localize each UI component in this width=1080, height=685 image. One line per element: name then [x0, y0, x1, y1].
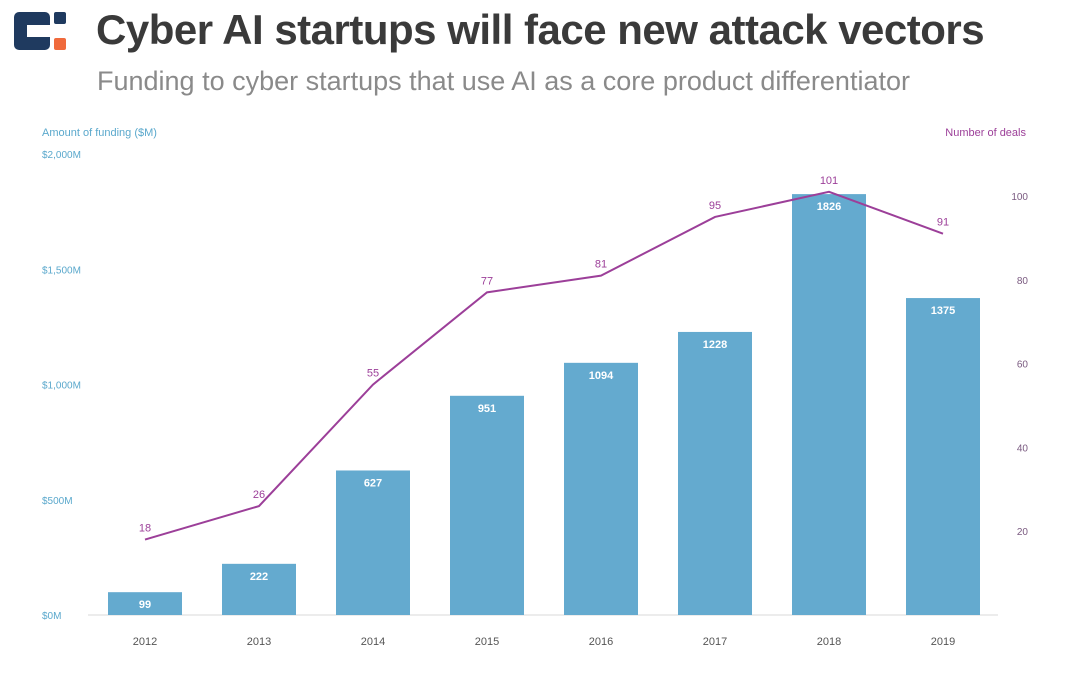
funding-bar-label: 951	[478, 403, 496, 415]
x-axis-tick-label: 2019	[931, 636, 955, 648]
funding-bar	[108, 592, 182, 615]
left-axis-title: Amount of funding ($M)	[42, 127, 157, 139]
deals-point-label: 26	[253, 489, 265, 501]
left-axis-tick-label: $1,000M	[42, 381, 81, 392]
brand-logo-icon	[14, 12, 66, 50]
funding-bar	[792, 194, 866, 615]
funding-bar-label: 1228	[703, 339, 727, 351]
right-axis-tick-label: 100	[1011, 192, 1028, 203]
funding-bar-label: 1375	[931, 305, 955, 317]
left-axis-ticks: $0M $500M $1,000M $1,500M $2,000M	[42, 150, 81, 622]
funding-bar	[336, 470, 410, 615]
deals-point-label: 91	[937, 217, 949, 229]
deals-point-label: 81	[595, 259, 607, 271]
funding-bars	[108, 194, 980, 615]
x-axis-ticks: 2012 2013 2014 2015 2016 2017 2018 2019	[133, 636, 955, 648]
right-axis-tick-label: 40	[1017, 443, 1029, 454]
right-axis-ticks: 20 40 60 80 100	[1011, 192, 1028, 538]
funding-bar-label: 1094	[589, 370, 614, 382]
deals-point-label: 95	[709, 200, 721, 212]
deals-point-label: 101	[820, 175, 838, 187]
x-axis-tick-label: 2018	[817, 636, 841, 648]
right-axis-tick-label: 60	[1017, 360, 1029, 371]
logo-accent-orange	[54, 38, 66, 50]
left-axis-tick-label: $0M	[42, 611, 61, 622]
header: Cyber AI startups will face new attack v…	[0, 0, 1080, 110]
funding-bar	[222, 563, 296, 615]
funding-bar-label: 222	[250, 571, 268, 583]
page-title: Cyber AI startups will face new attack v…	[96, 6, 985, 53]
funding-bar	[450, 395, 524, 615]
deals-point-label: 18	[139, 523, 151, 535]
funding-bar-label: 1826	[817, 201, 841, 213]
deals-point-label: 55	[367, 368, 379, 380]
x-axis-tick-label: 2012	[133, 636, 157, 648]
right-axis-title: Number of deals	[945, 127, 1026, 139]
page-subtitle: Funding to cyber startups that use AI as…	[97, 66, 910, 96]
x-axis-tick-label: 2016	[589, 636, 613, 648]
deals-point-label: 77	[481, 275, 493, 287]
logo-accent-block	[54, 12, 66, 24]
funding-bar	[564, 362, 638, 615]
x-axis-tick-label: 2013	[247, 636, 271, 648]
funding-chart: Amount of funding ($M) Number of deals $…	[42, 127, 1028, 648]
left-axis-tick-label: $2,000M	[42, 150, 81, 161]
funding-bar-label: 99	[139, 599, 151, 611]
funding-bar	[678, 331, 752, 615]
x-axis-tick-label: 2017	[703, 636, 727, 648]
left-axis-tick-label: $1,500M	[42, 265, 81, 276]
deals-line	[144, 190, 944, 541]
right-axis-tick-label: 80	[1017, 276, 1029, 287]
logo-cutout	[27, 25, 57, 37]
right-axis-tick-label: 20	[1017, 527, 1029, 538]
funding-bar-label: 627	[364, 477, 382, 489]
x-axis-tick-label: 2015	[475, 636, 499, 648]
left-axis-tick-label: $500M	[42, 496, 73, 507]
x-axis-tick-label: 2014	[361, 636, 385, 648]
funding-bar	[906, 298, 980, 615]
